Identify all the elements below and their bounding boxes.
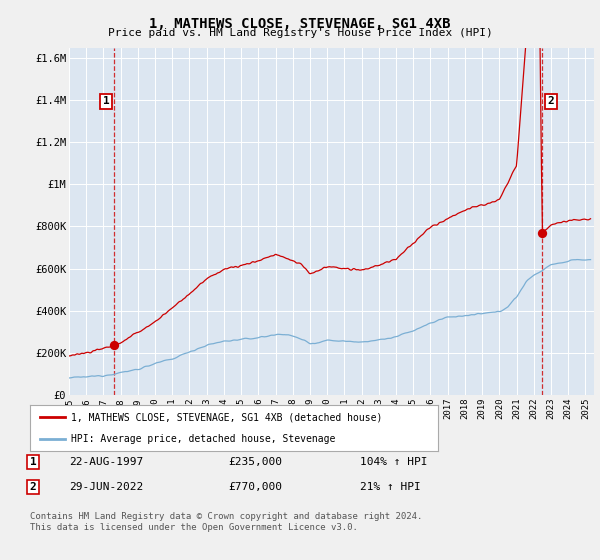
Point xyxy=(538,228,547,237)
Text: 1, MATHEWS CLOSE, STEVENAGE, SG1 4XB (detached house): 1, MATHEWS CLOSE, STEVENAGE, SG1 4XB (de… xyxy=(71,412,382,422)
Text: 2: 2 xyxy=(29,482,37,492)
Text: Price paid vs. HM Land Registry's House Price Index (HPI): Price paid vs. HM Land Registry's House … xyxy=(107,28,493,38)
Text: Contains HM Land Registry data © Crown copyright and database right 2024.
This d: Contains HM Land Registry data © Crown c… xyxy=(30,512,422,532)
Text: £770,000: £770,000 xyxy=(228,482,282,492)
Text: 1: 1 xyxy=(29,457,37,467)
Text: 29-JUN-2022: 29-JUN-2022 xyxy=(69,482,143,492)
Text: 22-AUG-1997: 22-AUG-1997 xyxy=(69,457,143,467)
Text: HPI: Average price, detached house, Stevenage: HPI: Average price, detached house, Stev… xyxy=(71,435,335,444)
Text: 2: 2 xyxy=(547,96,554,106)
Text: 104% ↑ HPI: 104% ↑ HPI xyxy=(360,457,427,467)
Point xyxy=(110,341,119,350)
Text: 1, MATHEWS CLOSE, STEVENAGE, SG1 4XB: 1, MATHEWS CLOSE, STEVENAGE, SG1 4XB xyxy=(149,17,451,31)
Text: 1: 1 xyxy=(103,96,109,106)
Text: £235,000: £235,000 xyxy=(228,457,282,467)
Text: 21% ↑ HPI: 21% ↑ HPI xyxy=(360,482,421,492)
